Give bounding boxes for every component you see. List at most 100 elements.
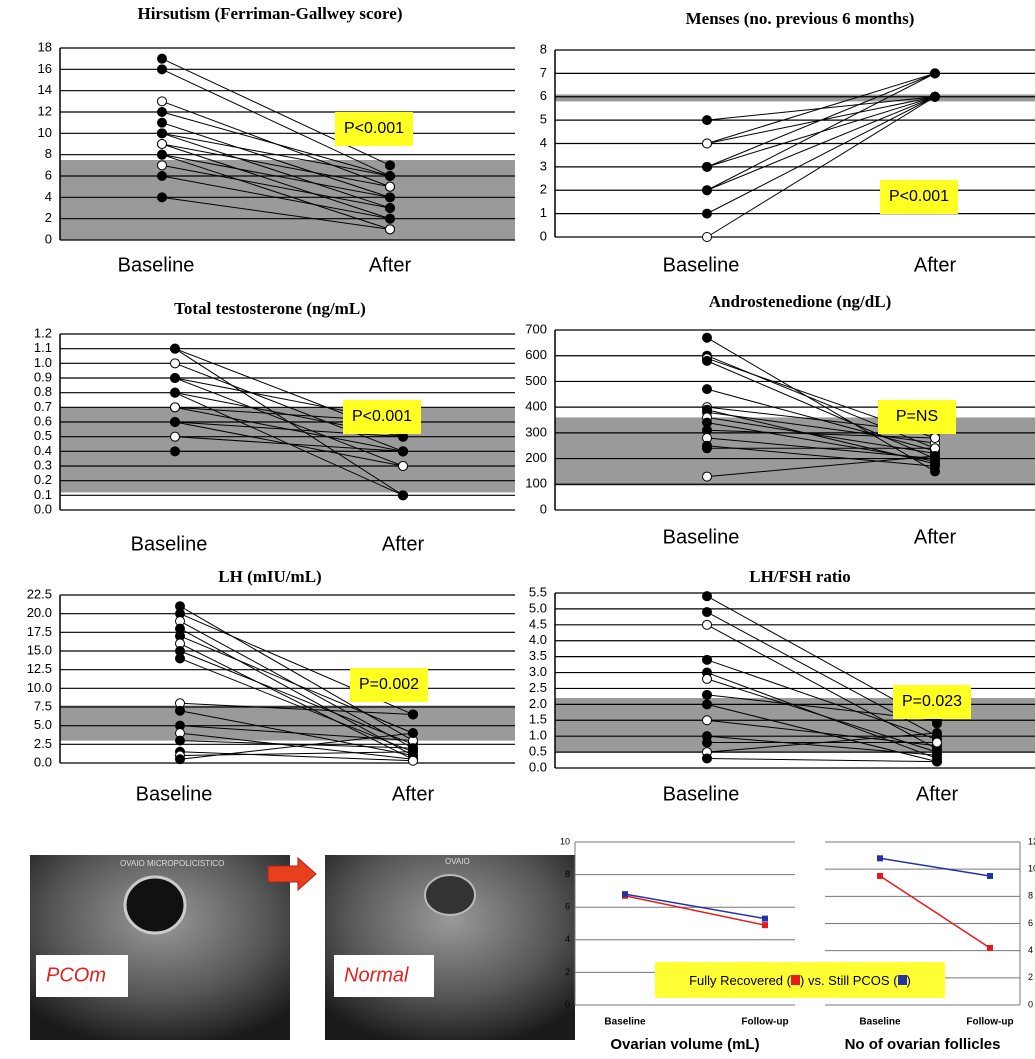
after-point xyxy=(386,172,395,181)
y-tick-label: 14 xyxy=(38,82,52,97)
after-point xyxy=(386,204,395,213)
annotation: P<0.001 xyxy=(344,120,404,137)
pair-line xyxy=(180,752,413,761)
y-tick-label: 2 xyxy=(540,182,547,197)
after-point xyxy=(409,710,418,719)
legend-text: ) vs. xyxy=(800,973,828,988)
normal-range xyxy=(60,160,515,240)
image-caption: OVAIO MICROPOLICISTICO xyxy=(120,859,224,868)
chart-title: Menses (no. previous 6 months) xyxy=(686,9,915,28)
annotation: P=NS xyxy=(896,408,938,425)
series-point xyxy=(622,891,628,897)
x-tick-label: Follow-up xyxy=(741,1017,788,1028)
y-tick-label: 2.5 xyxy=(34,736,52,751)
chart-title: Hirsutism (Ferriman-Gallwey score) xyxy=(137,4,402,23)
baseline-point xyxy=(171,374,180,383)
baseline-point xyxy=(703,356,712,365)
y-tick-label: 300 xyxy=(525,424,547,439)
y-tick-label: 3 xyxy=(540,158,547,173)
annotation: P<0.001 xyxy=(352,408,412,425)
y-tick-label: 2.0 xyxy=(529,696,547,711)
y-tick-label: 4.5 xyxy=(529,616,547,631)
y-tick-label: 1 xyxy=(540,205,547,220)
x-tick-label: After xyxy=(916,783,959,805)
x-tick-label: Follow-up xyxy=(966,1017,1013,1028)
y-tick-label: 0.7 xyxy=(34,399,52,414)
y-tick-label: 8 xyxy=(540,41,547,56)
image-label: PCOm xyxy=(46,964,106,986)
after-point xyxy=(931,92,940,101)
baseline-point xyxy=(158,54,167,63)
baseline-point xyxy=(158,172,167,181)
baseline-point xyxy=(703,716,712,725)
legend-text: Fully Recovered xyxy=(689,973,783,988)
after-point xyxy=(933,729,942,738)
normal-range xyxy=(60,407,515,492)
series-point xyxy=(762,916,768,922)
y-tick-label: 0.8 xyxy=(34,384,52,399)
y-tick-label: 17.5 xyxy=(27,624,52,639)
figure: PCOm Normal OVAIO MICROPOLICISTICO OVAIO… xyxy=(0,0,1035,1059)
baseline-point xyxy=(703,608,712,617)
image-caption: OVAIO xyxy=(445,857,470,866)
x-tick-label: Baseline xyxy=(663,526,740,548)
series-point xyxy=(877,873,883,879)
after-point xyxy=(386,225,395,234)
y-tick-label: 1.2 xyxy=(34,325,52,340)
series-line xyxy=(880,876,990,948)
x-tick-label: Baseline xyxy=(604,1017,646,1028)
x-tick-label: Baseline xyxy=(118,254,195,276)
y-tick-label: 5.5 xyxy=(529,584,547,599)
legend-text: ( xyxy=(783,973,791,988)
baseline-point xyxy=(703,700,712,709)
y-tick-label: 100 xyxy=(525,476,547,491)
pair-line xyxy=(707,73,935,190)
baseline-point xyxy=(158,129,167,138)
y-tick-label: 10.0 xyxy=(27,680,52,695)
baseline-point xyxy=(703,139,712,148)
baseline-point xyxy=(703,472,712,481)
series-point xyxy=(987,945,993,951)
y-tick-label: 12 xyxy=(1028,836,1035,846)
normal-range xyxy=(555,417,1035,485)
y-tick-label: 10 xyxy=(38,125,52,140)
baseline-point xyxy=(171,388,180,397)
baseline-point xyxy=(703,592,712,601)
y-tick-label: 4.0 xyxy=(529,632,547,647)
y-tick-label: 2.5 xyxy=(529,680,547,695)
baseline-point xyxy=(158,161,167,170)
y-tick-label: 0.3 xyxy=(34,457,52,472)
baseline-point xyxy=(171,403,180,412)
normal-range xyxy=(555,94,1035,101)
y-tick-label: 7 xyxy=(540,65,547,80)
y-tick-label: 10 xyxy=(560,836,570,846)
after-point xyxy=(386,161,395,170)
x-tick-label: Baseline xyxy=(663,783,740,805)
baseline-point xyxy=(176,755,185,764)
baseline-point xyxy=(703,620,712,629)
legend: Fully Recovered () vs. Still PCOS () xyxy=(655,962,945,998)
y-tick-label: 0 xyxy=(540,228,547,243)
y-tick-label: 4 xyxy=(45,189,52,204)
y-tick-label: 0.2 xyxy=(34,472,52,487)
pair-line xyxy=(707,73,935,143)
legend-text: ) xyxy=(907,973,911,988)
y-tick-label: 0.1 xyxy=(34,487,52,502)
y-tick-label: 12.5 xyxy=(27,661,52,676)
baseline-point xyxy=(703,385,712,394)
baseline-point xyxy=(703,209,712,218)
y-tick-label: 10 xyxy=(1028,864,1035,874)
baseline-point xyxy=(703,690,712,699)
chart-title: Androstenedione (ng/dL) xyxy=(709,292,891,311)
baseline-point xyxy=(703,674,712,683)
series-point xyxy=(877,855,883,861)
y-tick-label: 0.0 xyxy=(34,501,52,516)
baseline-point xyxy=(703,333,712,342)
y-tick-label: 2 xyxy=(45,210,52,225)
y-tick-label: 4 xyxy=(1028,945,1033,955)
y-tick-label: 16 xyxy=(38,61,52,76)
x-axis-title: No of ovarian follicles xyxy=(845,1036,1001,1053)
x-tick-label: Baseline xyxy=(131,533,208,555)
y-tick-label: 5.0 xyxy=(529,600,547,615)
y-tick-label: 1.1 xyxy=(34,340,52,355)
